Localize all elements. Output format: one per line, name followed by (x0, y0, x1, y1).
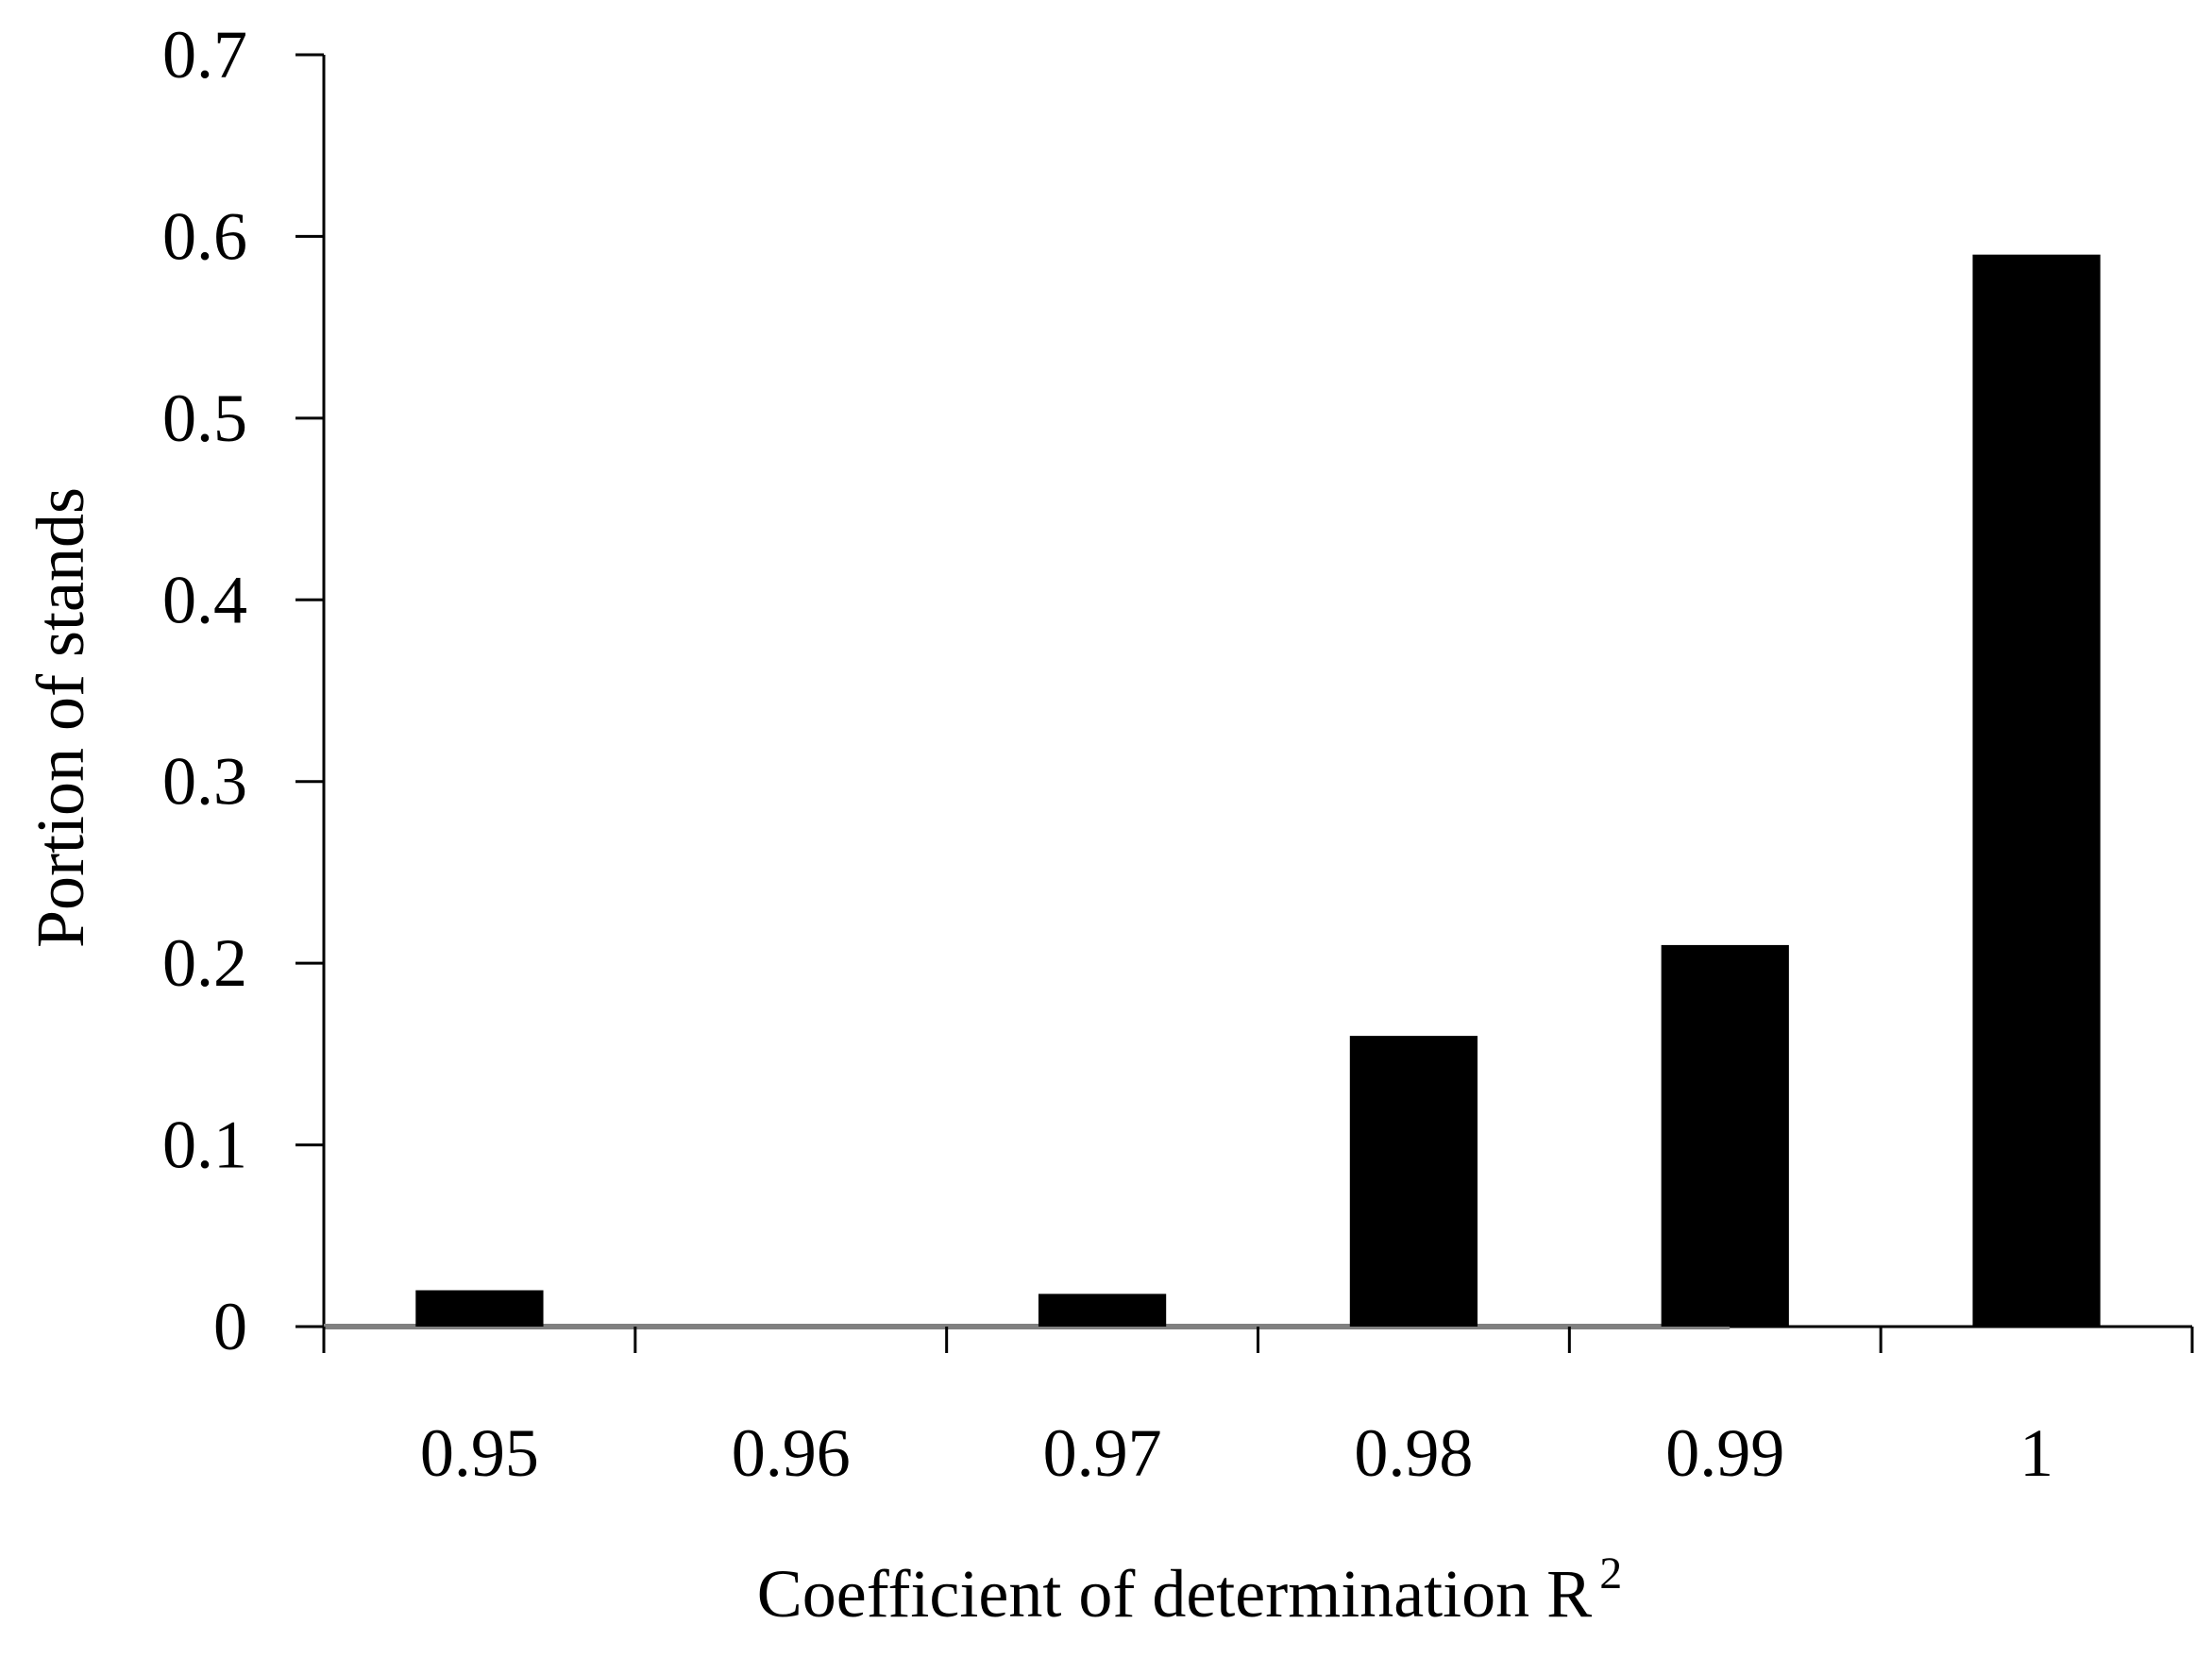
y-axis-title: Portion of stands (23, 487, 98, 948)
x-axis-title-text: Coefficient of determination R (757, 1556, 1592, 1632)
bars (415, 254, 2101, 1328)
bar-1 (1972, 254, 2101, 1328)
y-tick-label: 0.7 (162, 17, 247, 93)
x-tick-label: 0.95 (420, 1415, 539, 1491)
bar-0-97 (1038, 1294, 1167, 1327)
bar-0-95 (415, 1290, 544, 1327)
bar-0-98 (1349, 1036, 1478, 1327)
y-axis: 0 0.1 0.2 0.3 0.4 0.5 0.6 0.7 (162, 17, 326, 1364)
x-tick-label: 0.99 (1665, 1415, 1784, 1491)
y-tick-label: 0.6 (162, 198, 247, 274)
x-axis: 0.95 0.96 0.97 0.98 0.99 1 (322, 1324, 2194, 1491)
x-tick-label: 0.98 (1354, 1415, 1473, 1491)
bar-0-99 (1661, 944, 1789, 1327)
y-tick-label: 0.4 (162, 562, 247, 637)
x-tick-label: 0.96 (732, 1415, 851, 1491)
y-tick-label: 0 (213, 1289, 247, 1364)
y-tick-label: 0.3 (162, 744, 247, 820)
y-tick-label: 0.2 (162, 925, 247, 1001)
x-axis-title-superscript: 2 (1599, 1548, 1622, 1599)
y-tick-label: 0.1 (162, 1108, 247, 1183)
x-tick-label: 0.97 (1043, 1415, 1162, 1491)
y-tick-label: 0.5 (162, 381, 247, 456)
x-tick-label: 1 (2019, 1415, 2053, 1491)
